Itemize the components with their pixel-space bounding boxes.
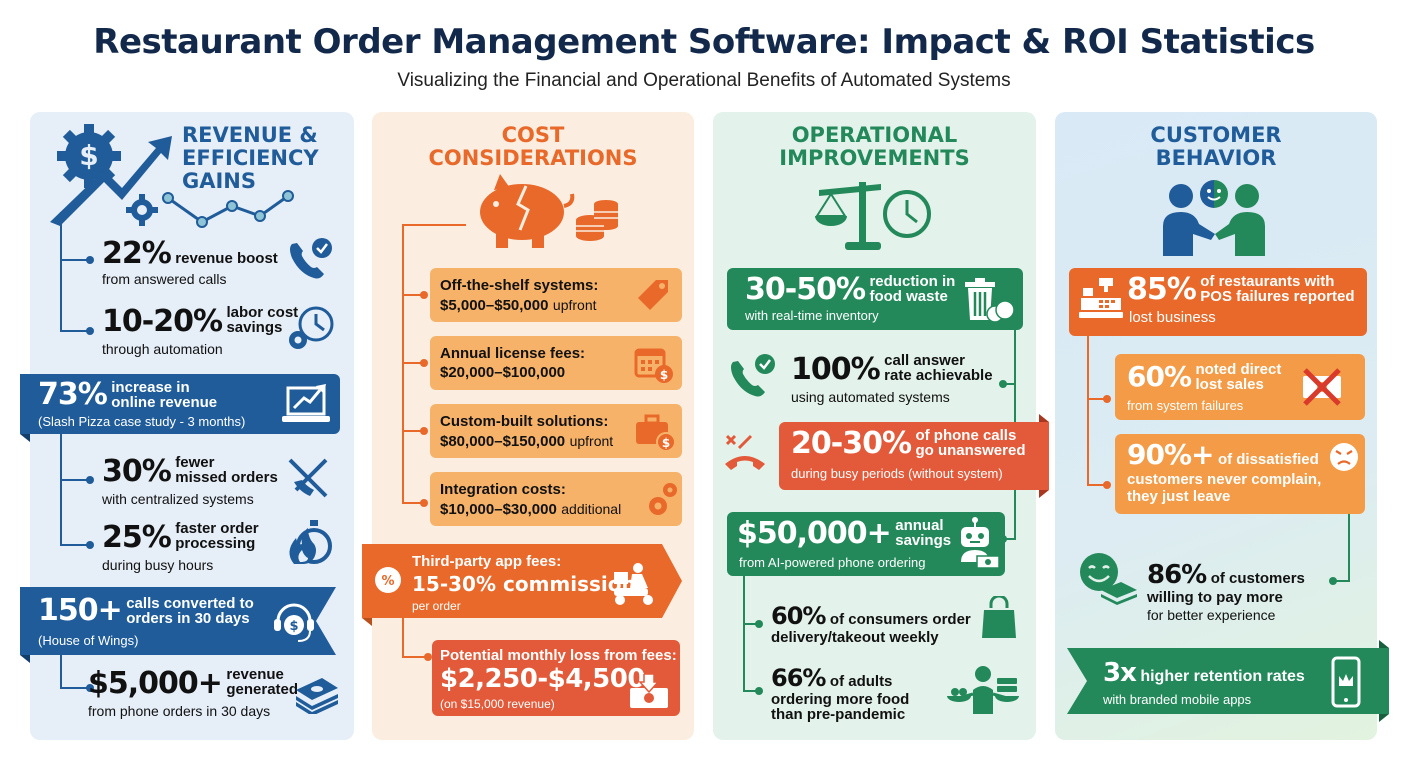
missed-call-icon bbox=[723, 434, 767, 474]
cost-item-custom-built: Custom-built solutions: $80,000–$150,000… bbox=[430, 404, 682, 458]
stat-25-faster-order-processing: 25% faster order processing during busy … bbox=[102, 520, 259, 573]
delivery-scooter-icon bbox=[612, 560, 658, 608]
stat-86-willing-to-pay-more: 86% of customers willing to pay more for… bbox=[1147, 560, 1305, 623]
broken-piggy-bank-icon bbox=[472, 174, 622, 254]
scale-clock-icon bbox=[813, 176, 939, 256]
phone-check-icon bbox=[286, 236, 334, 280]
percent-badge-icon: % bbox=[374, 566, 402, 594]
cash-register-icon bbox=[1079, 278, 1123, 318]
stat-150-calls-converted-banner: 150+ calls converted to orders in 30 day… bbox=[20, 587, 336, 655]
page-subtitle: Visualizing the Financial and Operationa… bbox=[397, 70, 1011, 91]
stat-3x-retention-banner: 3x higher retention rates with branded m… bbox=[1067, 648, 1389, 714]
robot-money-icon bbox=[957, 516, 1001, 572]
revenue-heading-line3: GAINS bbox=[182, 169, 257, 193]
trash-food-icon bbox=[963, 278, 1015, 324]
stat-22-revenue-boost: 22% revenue boost from answered calls bbox=[102, 236, 278, 287]
handshake-people-icon bbox=[1159, 176, 1269, 256]
cost-item-off-the-shelf: Off-the-shelf systems: $5,000–$50,000 up… bbox=[430, 268, 682, 322]
svg-text:$: $ bbox=[289, 619, 298, 634]
headset-dollar-icon: $ bbox=[272, 597, 316, 645]
gears-icon bbox=[646, 478, 680, 520]
briefcase-dollar-icon: $ bbox=[634, 412, 676, 452]
money-down-icon bbox=[628, 674, 670, 710]
customer-panel: CUSTOMER BEHAVIOR 85% of restaurants wit… bbox=[1055, 112, 1389, 740]
cost-item-annual-license: Annual license fees: $20,000–$100,000 $ bbox=[430, 336, 682, 390]
svg-text:$: $ bbox=[662, 436, 670, 450]
line-chart-decoration-icon bbox=[160, 190, 300, 230]
fire-stopwatch-icon bbox=[284, 516, 334, 568]
stat-66-adults-ordering-more: 66% of adults ordering more food than pr… bbox=[771, 664, 910, 723]
stat-60-consumers-order: 60% of consumers order delivery/takeout … bbox=[771, 602, 971, 646]
customer-heading-line2: BEHAVIOR bbox=[1155, 146, 1277, 170]
cost-item-integration: Integration costs: $10,000–$30,000 addit… bbox=[430, 472, 682, 526]
svg-text:%: % bbox=[381, 574, 394, 589]
laptop-growth-icon bbox=[282, 382, 334, 426]
money-stack-icon bbox=[292, 674, 342, 714]
phone-cancel-icon bbox=[286, 456, 330, 500]
cost-heading-line1: COST bbox=[501, 123, 565, 147]
stat-30-fewer-missed-orders: 30% fewer missed orders with centralized… bbox=[102, 454, 278, 507]
angry-face-icon bbox=[1329, 442, 1359, 472]
price-tag-icon bbox=[636, 278, 670, 312]
mobile-crown-icon bbox=[1331, 656, 1361, 708]
svg-text:$: $ bbox=[79, 139, 98, 172]
third-party-fees-banner: % Third-party app fees: 15-30% commissio… bbox=[362, 544, 682, 618]
stat-unanswered-calls-banner: 20-30% of phone calls go unanswered duri… bbox=[779, 422, 1049, 490]
phone-check-icon bbox=[727, 352, 779, 400]
revenue-panel: $ REVENUE & EFFICIENCY GAINS 22% revenue… bbox=[20, 112, 354, 740]
stat-100-call-answer-rate: 100% call answer rate achievable using a… bbox=[791, 352, 993, 405]
potential-monthly-loss: Potential monthly loss from fees: $2,250… bbox=[432, 640, 680, 716]
stat-labor-cost-savings: 10-20% labor cost savings through automa… bbox=[102, 304, 299, 357]
gear-dollar-growth-icon: $ bbox=[44, 122, 184, 232]
revenue-heading-line2: EFFICIENCY bbox=[182, 146, 319, 170]
stat-85-pos-failures: 85% of restaurants with POS failures rep… bbox=[1069, 268, 1367, 336]
page-title: Restaurant Order Management Software: Im… bbox=[93, 22, 1315, 62]
stat-73-online-revenue-banner: 73% increase in online revenue (Slash Pi… bbox=[20, 374, 340, 434]
svg-text:$: $ bbox=[660, 368, 668, 382]
shopping-bag-icon bbox=[981, 596, 1017, 640]
person-food-icon bbox=[945, 664, 1021, 716]
stat-food-waste-reduction: 30-50% reduction in food waste with real… bbox=[727, 268, 1023, 330]
smile-money-icon bbox=[1077, 552, 1141, 608]
money-crossed-icon bbox=[1299, 366, 1345, 408]
revenue-heading-line1: REVENUE & bbox=[182, 123, 318, 147]
stat-annual-savings-ai: $50,000+ annual savings from AI-powered … bbox=[727, 512, 1005, 576]
operational-panel: OPERATIONAL IMPROVEMENTS 30-50% reductio… bbox=[713, 112, 1049, 740]
operational-heading-line1: OPERATIONAL bbox=[791, 123, 958, 147]
cost-heading-line2: CONSIDERATIONS bbox=[428, 146, 638, 170]
clock-gear-icon bbox=[284, 304, 336, 354]
cost-panel: COST CONSIDERATIONS Off-the-shelf system… bbox=[362, 112, 694, 740]
customer-heading-line1: CUSTOMER bbox=[1150, 123, 1282, 147]
calendar-dollar-icon: $ bbox=[634, 344, 674, 384]
stat-60-lost-sales: 60% noted direct lost sales from system … bbox=[1115, 354, 1365, 420]
stat-90-dissatisfied-customers: 90%+ of dissatisfied customers never com… bbox=[1115, 434, 1365, 514]
operational-heading-line2: IMPROVEMENTS bbox=[779, 146, 970, 170]
stat-5000-revenue-generated: $5,000+ revenue generated from phone ord… bbox=[88, 666, 299, 719]
